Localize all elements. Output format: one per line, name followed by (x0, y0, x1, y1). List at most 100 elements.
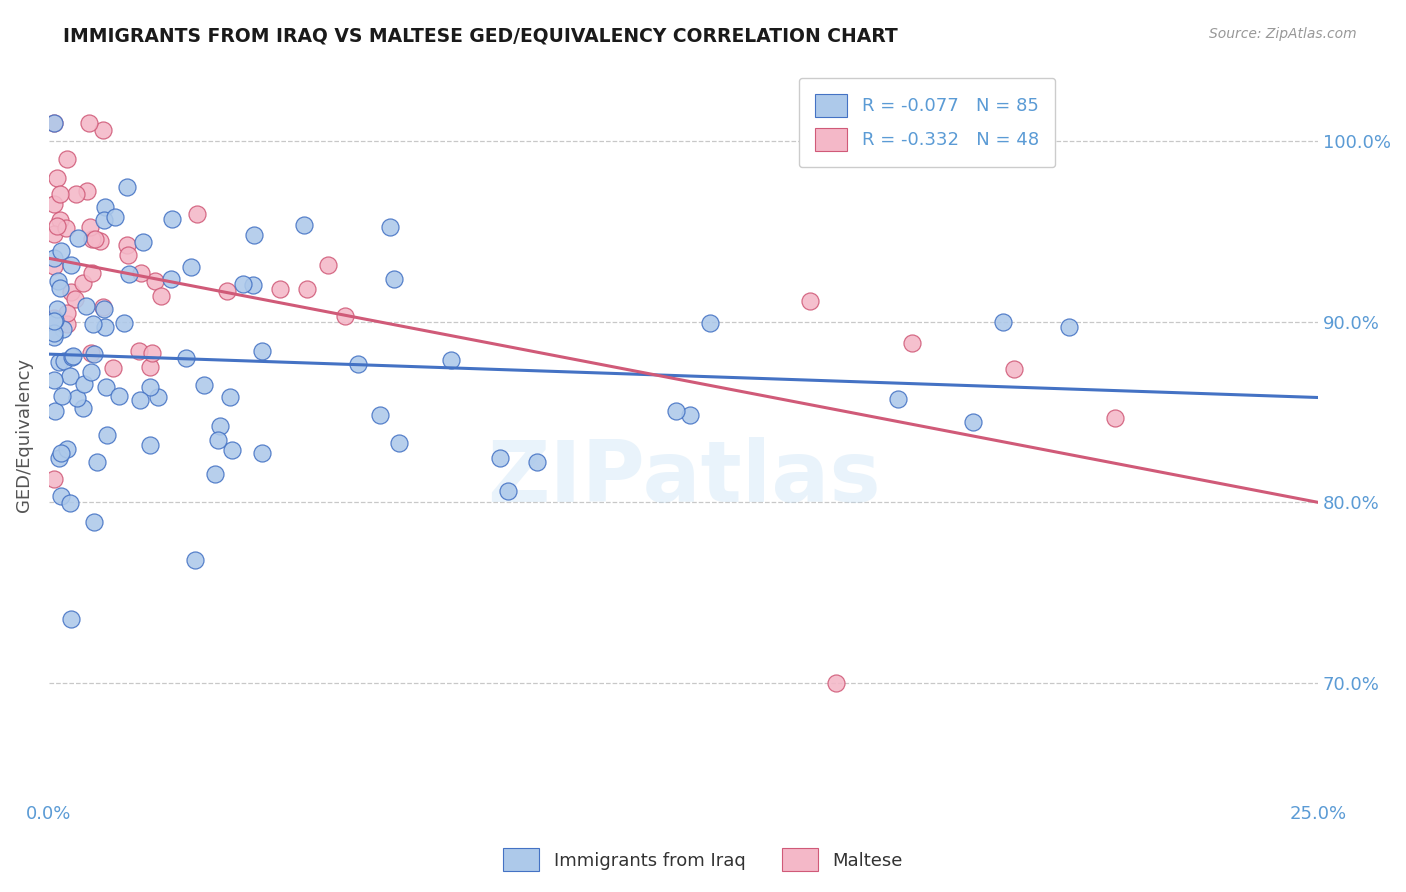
Point (42, 472, 65, 486)
Point (138, 379, 160, 393)
Point (193, 378, 215, 392)
Point (186, 207, 208, 221)
Point (46, 273, 69, 287)
Point (232, 277, 254, 291)
Point (45, 219, 67, 233)
Point (382, 272, 405, 286)
Point (59, 368, 82, 383)
Point (292, 219, 315, 233)
Point (55, 306, 77, 320)
Point (204, 467, 226, 482)
Point (526, 455, 548, 469)
Text: IMMIGRANTS FROM IRAQ VS MALTESE GED/EQUIVALENCY CORRELATION CHART: IMMIGRANTS FROM IRAQ VS MALTESE GED/EQUI… (63, 27, 898, 45)
Point (83, 515, 105, 529)
Point (207, 433, 229, 447)
Point (73, 377, 96, 392)
Point (42, 251, 65, 265)
Point (42, 116, 65, 130)
Point (91, 122, 114, 136)
Point (60, 258, 83, 272)
Point (297, 282, 319, 296)
Legend: R = -0.077   N = 85, R = -0.332   N = 48: R = -0.077 N = 85, R = -0.332 N = 48 (799, 78, 1056, 168)
Point (77, 116, 100, 130)
Point (51, 389, 73, 403)
Point (42, 330, 65, 344)
Point (82, 232, 104, 246)
Point (131, 235, 153, 250)
Point (80, 346, 103, 360)
Point (89, 234, 111, 248)
Point (75, 299, 97, 313)
Point (72, 276, 94, 290)
Text: ZIPatlas: ZIPatlas (486, 437, 880, 520)
Point (103, 361, 125, 376)
Point (42, 313, 65, 327)
Point (104, 210, 127, 224)
Point (496, 484, 519, 499)
Point (160, 211, 183, 226)
Point (146, 391, 169, 405)
Point (94, 200, 117, 214)
Point (440, 353, 463, 368)
Point (219, 390, 242, 404)
Point (378, 220, 401, 235)
Point (347, 357, 370, 371)
Point (49, 212, 72, 227)
Point (799, 293, 821, 308)
Point (129, 266, 152, 280)
Point (901, 335, 924, 350)
Point (93, 319, 115, 334)
Point (45, 302, 67, 317)
Point (51, 489, 73, 503)
Point (1057, 320, 1080, 334)
Text: Source: ZipAtlas.com: Source: ZipAtlas.com (1209, 27, 1357, 41)
Point (180, 260, 202, 275)
Point (84, 232, 107, 246)
Point (55, 221, 77, 235)
Point (42, 196, 65, 211)
Legend: Immigrants from Iraq, Maltese: Immigrants from Iraq, Maltese (496, 841, 910, 879)
Point (51, 244, 73, 258)
Point (42, 116, 65, 130)
Point (91, 300, 114, 314)
Point (115, 180, 138, 194)
Point (250, 344, 273, 359)
Point (96, 427, 118, 442)
Point (665, 404, 688, 418)
Point (128, 343, 150, 358)
Point (138, 438, 160, 452)
Point (242, 277, 264, 292)
Point (93, 212, 115, 227)
Point (333, 309, 356, 323)
Point (60, 350, 83, 364)
Point (66, 391, 89, 405)
Point (66, 231, 89, 245)
Point (93, 301, 115, 316)
Point (368, 408, 391, 422)
Point (76, 184, 98, 198)
Point (55, 152, 77, 166)
Point (63, 293, 86, 307)
Point (128, 393, 150, 408)
Point (1104, 411, 1126, 425)
Point (46, 170, 69, 185)
Point (141, 346, 163, 360)
Point (42, 373, 65, 387)
Point (49, 186, 72, 201)
Point (42, 227, 65, 241)
Point (60, 285, 83, 299)
Point (56, 317, 79, 331)
Point (887, 392, 910, 406)
Point (184, 553, 207, 567)
Point (42, 326, 65, 340)
Point (117, 248, 139, 262)
Point (112, 316, 135, 330)
Point (489, 450, 512, 465)
Point (118, 267, 141, 281)
Point (44, 404, 66, 418)
Point (42, 259, 65, 273)
Point (150, 289, 173, 303)
Point (49, 280, 72, 294)
Point (80, 266, 103, 280)
Point (699, 317, 721, 331)
